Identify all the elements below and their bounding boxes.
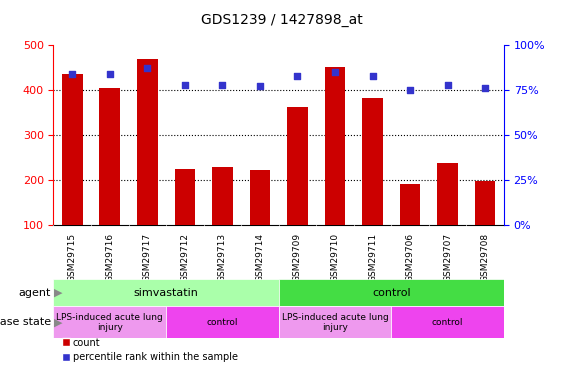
Bar (137, 59, 158, 225)
Point (293, 73, 302, 79)
Bar (249, 170, 270, 225)
Text: disease state: disease state (0, 317, 51, 327)
Point (68, 71, 77, 77)
Bar (279, 306, 391, 338)
Bar (391, 306, 504, 338)
Bar (400, 184, 421, 225)
Point (330, 69, 339, 75)
Legend: count, percentile rank within the sample: count, percentile rank within the sample (59, 334, 242, 366)
Bar (62, 74, 83, 225)
Bar (475, 182, 495, 225)
Text: control: control (372, 288, 410, 298)
Bar (166, 306, 279, 338)
Text: GDS1239 / 1427898_at: GDS1239 / 1427898_at (200, 13, 363, 27)
Text: GSM29712: GSM29712 (180, 233, 189, 282)
Bar (53, 306, 166, 338)
Text: GSM29711: GSM29711 (368, 233, 377, 282)
Text: agent: agent (18, 288, 51, 298)
Text: GSM29713: GSM29713 (218, 233, 227, 282)
Text: ▶: ▶ (54, 288, 62, 298)
Text: simvastatin: simvastatin (133, 288, 199, 298)
Text: GSM29707: GSM29707 (443, 233, 452, 282)
Bar (53, 279, 279, 306)
Text: GSM29717: GSM29717 (143, 233, 152, 282)
Text: control: control (207, 318, 238, 327)
Text: GSM29708: GSM29708 (481, 233, 490, 282)
Bar (175, 169, 195, 225)
Text: GSM29715: GSM29715 (68, 233, 77, 282)
Text: GSM29709: GSM29709 (293, 233, 302, 282)
Text: LPS-induced acute lung
injury: LPS-induced acute lung injury (56, 313, 163, 332)
Point (105, 71, 114, 77)
Text: GSM29714: GSM29714 (256, 233, 265, 282)
Bar (212, 167, 233, 225)
Bar (362, 98, 383, 225)
Bar (437, 164, 458, 225)
Text: ▶: ▶ (54, 317, 62, 327)
Point (405, 87, 414, 93)
Text: GSM29710: GSM29710 (330, 233, 339, 282)
Bar (325, 67, 345, 225)
Bar (279, 279, 504, 306)
Point (256, 83, 265, 89)
Point (481, 85, 490, 91)
Point (368, 73, 377, 79)
Point (180, 82, 189, 88)
Text: LPS-induced acute lung
injury: LPS-induced acute lung injury (282, 313, 388, 332)
Text: GSM29706: GSM29706 (405, 233, 414, 282)
Text: GSM29716: GSM29716 (105, 233, 114, 282)
Point (218, 82, 227, 88)
Text: control: control (432, 318, 463, 327)
Bar (287, 106, 308, 225)
Point (443, 82, 452, 88)
Bar (100, 88, 120, 225)
Point (143, 65, 152, 71)
